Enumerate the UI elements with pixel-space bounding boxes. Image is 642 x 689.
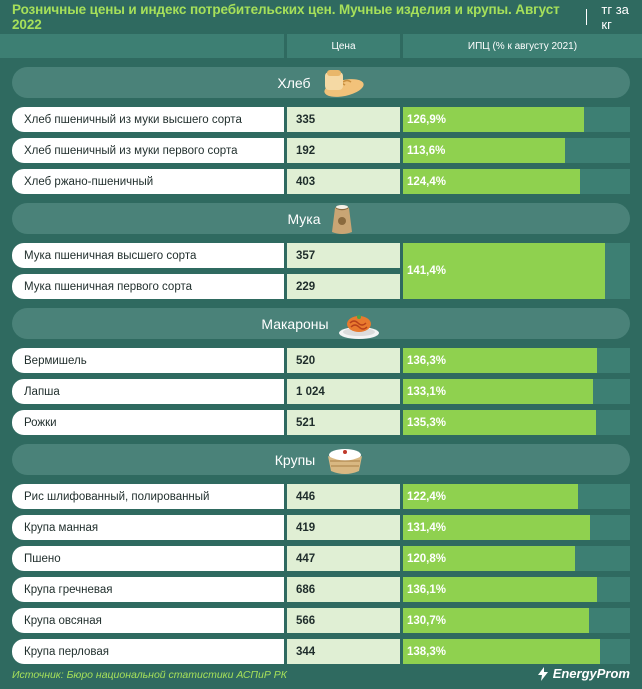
row-label: Рис шлифованный, полированный xyxy=(12,484,284,509)
ipc-bar xyxy=(403,138,565,163)
ipc-value-label: 138,3% xyxy=(407,645,447,658)
ipc-bar xyxy=(403,639,600,664)
ipc-value-label: 141,4% xyxy=(407,265,447,277)
price-value: 335 xyxy=(287,107,400,132)
ipc-value-label: 120,8% xyxy=(407,552,447,565)
section-0: Хлеб xyxy=(12,67,630,98)
price-value: 521 xyxy=(287,410,400,435)
ipc-column-header: ИПЦ (% к августу 2021) xyxy=(403,34,642,58)
row-label: Вермишель xyxy=(12,348,284,373)
section-1: Мука xyxy=(12,203,630,234)
price-value: 357 xyxy=(287,243,400,268)
price-value: 686 xyxy=(287,577,400,602)
ipc-bar xyxy=(403,107,584,132)
row-label: Хлеб пшеничный из муки первого сорта xyxy=(12,138,284,163)
ipc-bar xyxy=(403,169,580,194)
row-label: Хлеб ржано-пшеничный xyxy=(12,169,284,194)
price-value: 344 xyxy=(287,639,400,664)
row-label: Крупа манная xyxy=(12,515,284,540)
ipc-value-label: 113,6% xyxy=(407,144,446,157)
ipc-value-label: 130,7% xyxy=(407,614,447,627)
bread-icon xyxy=(319,66,365,100)
ipc-bar xyxy=(403,348,597,373)
ipc-value-label: 124,4% xyxy=(407,175,447,188)
row-label: Крупа перловая xyxy=(12,639,284,664)
price-value: 403 xyxy=(287,169,400,194)
ipc-bar xyxy=(403,484,578,509)
section-title: Мука xyxy=(287,210,321,227)
row-label: Крупа гречневая xyxy=(12,577,284,602)
section-title: Крупы xyxy=(274,451,316,468)
ipc-value-label: 133,1% xyxy=(407,385,447,398)
ipc-value-label: 136,1% xyxy=(407,583,447,596)
section-3: Крупы xyxy=(12,444,630,475)
price-value: 419 xyxy=(287,515,400,540)
ipc-bar xyxy=(403,410,596,435)
page-title: Розничные цены и индекс потребительских … xyxy=(12,2,560,32)
label-column-header xyxy=(0,34,284,58)
price-value: 192 xyxy=(287,138,400,163)
ipc-value-label: 136,3% xyxy=(407,354,447,367)
ipc-value-label: 135,3% xyxy=(407,416,447,429)
ipc-bar xyxy=(403,243,605,299)
pasta-plate-icon xyxy=(337,307,381,341)
ipc-value-label: 126,9% xyxy=(407,113,447,126)
price-column-header: Цена xyxy=(287,34,400,58)
section-2: Макароны xyxy=(12,308,630,339)
unit-label: тг за кг xyxy=(601,2,629,32)
ipc-bar xyxy=(403,546,575,571)
row-label: Лапша xyxy=(12,379,284,404)
ipc-bar xyxy=(403,608,589,633)
row-label: Крупа овсяная xyxy=(12,608,284,633)
price-value: 566 xyxy=(287,608,400,633)
ipc-bar xyxy=(403,379,593,404)
price-value: 520 xyxy=(287,348,400,373)
price-value: 447 xyxy=(287,546,400,571)
price-value: 1 024 xyxy=(287,379,400,404)
energyprom-logo: EnergyProm xyxy=(536,666,630,681)
row-label: Пшено xyxy=(12,546,284,571)
flour-sack-icon xyxy=(329,202,355,236)
ipc-bar xyxy=(403,577,597,602)
unit-divider xyxy=(585,9,588,25)
lightning-icon xyxy=(537,666,548,681)
row-label: Хлеб пшеничный из муки высшего сорта xyxy=(12,107,284,132)
section-title: Макароны xyxy=(261,315,329,332)
rice-bowl-icon xyxy=(323,443,367,477)
row-label: Рожки xyxy=(12,410,284,435)
ipc-value-label: 122,4% xyxy=(407,490,447,503)
row-label: Мука пшеничная высшего сорта xyxy=(12,243,284,268)
logo-text: EnergyProm xyxy=(552,666,630,681)
price-value: 229 xyxy=(287,274,400,299)
section-title: Хлеб xyxy=(277,74,311,91)
header: Розничные цены и индекс потребительских … xyxy=(0,0,642,34)
row-label: Мука пшеничная первого сорта xyxy=(12,274,284,299)
price-value: 446 xyxy=(287,484,400,509)
ipc-bar xyxy=(403,515,590,540)
source-note: Источник: Бюро национальной статистики А… xyxy=(12,669,287,681)
ipc-value-label: 131,4% xyxy=(407,521,447,534)
